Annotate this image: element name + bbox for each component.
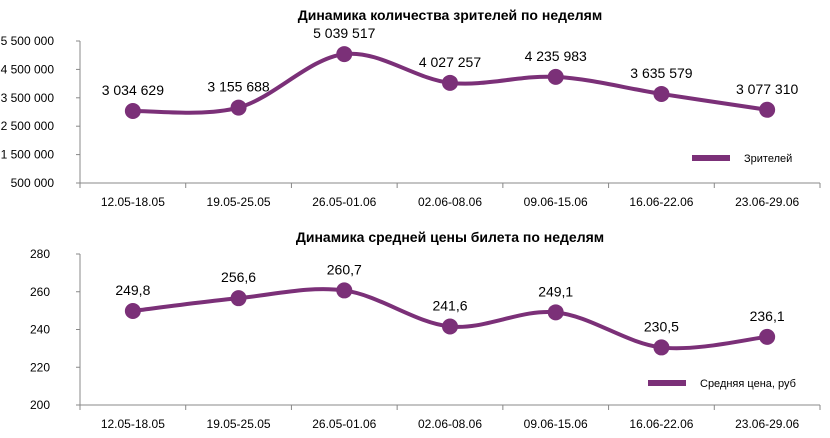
data-label: 260,7: [327, 261, 362, 277]
data-point: [124, 103, 141, 120]
data-label: 249,8: [115, 282, 150, 298]
data-point: [336, 46, 353, 63]
data-point: [653, 85, 670, 102]
x-tick-label: 19.05-25.05: [207, 417, 271, 431]
data-label: 230,5: [644, 318, 679, 334]
data-label: 3 155 688: [207, 79, 269, 95]
data-label: 256,6: [221, 269, 256, 285]
x-tick-label: 23.06-29.06: [735, 417, 799, 431]
chart-title: Динамика количества зрителей по неделям: [298, 7, 602, 23]
data-label: 236,1: [750, 308, 785, 324]
legend-label: Средняя цена, руб: [700, 378, 796, 390]
x-tick-label: 23.06-29.06: [735, 195, 799, 209]
x-tick-label: 26.05-01.06: [312, 417, 376, 431]
data-label: 3 077 310: [736, 81, 798, 97]
x-tick-label: 12.05-18.05: [101, 195, 165, 209]
data-label: 3 034 629: [102, 82, 164, 98]
data-point: [653, 339, 670, 356]
y-tick-label: 1 500 000: [1, 148, 55, 162]
y-tick-label: 2 500 000: [1, 119, 55, 133]
y-tick-label: 260: [30, 285, 50, 299]
chart-title: Динамика средней цены билета по неделям: [296, 229, 604, 245]
data-point: [336, 282, 353, 299]
y-tick-label: 240: [30, 323, 50, 337]
y-tick-label: 200: [30, 398, 50, 412]
data-label: 249,1: [538, 283, 573, 299]
data-label: 5 039 517: [313, 25, 375, 41]
data-point: [547, 304, 564, 321]
data-point: [759, 328, 776, 345]
y-tick-label: 220: [30, 360, 50, 374]
y-tick-label: 5 500 000: [1, 34, 55, 48]
x-tick-label: 09.06-15.06: [524, 195, 588, 209]
data-point: [759, 101, 776, 118]
data-point: [124, 303, 141, 320]
data-label: 3 635 579: [630, 65, 692, 81]
data-point: [230, 99, 247, 116]
legend-swatch: [692, 155, 730, 161]
x-tick-label: 12.05-18.05: [101, 417, 165, 431]
y-tick-label: 3 500 000: [1, 91, 55, 105]
y-tick-label: 4 500 000: [1, 62, 55, 76]
data-point: [230, 290, 247, 307]
legend-swatch: [648, 380, 686, 386]
x-tick-label: 26.05-01.06: [312, 195, 376, 209]
data-point: [442, 318, 458, 335]
y-tick-label: 500 000: [11, 176, 55, 190]
data-label: 4 235 983: [525, 48, 587, 64]
x-tick-label: 09.06-15.06: [524, 417, 588, 431]
data-label: 241,6: [432, 297, 467, 313]
x-tick-label: 16.06-22.06: [629, 195, 693, 209]
data-point: [442, 74, 458, 91]
y-tick-label: 280: [30, 247, 50, 261]
x-tick-label: 16.06-22.06: [629, 417, 693, 431]
data-label: 4 027 257: [419, 54, 481, 70]
legend-label: Зрителей: [744, 153, 792, 165]
data-point: [547, 68, 564, 85]
x-tick-label: 19.05-25.05: [207, 195, 271, 209]
x-tick-label: 02.06-08.06: [418, 195, 482, 209]
x-tick-label: 02.06-08.06: [418, 417, 482, 431]
